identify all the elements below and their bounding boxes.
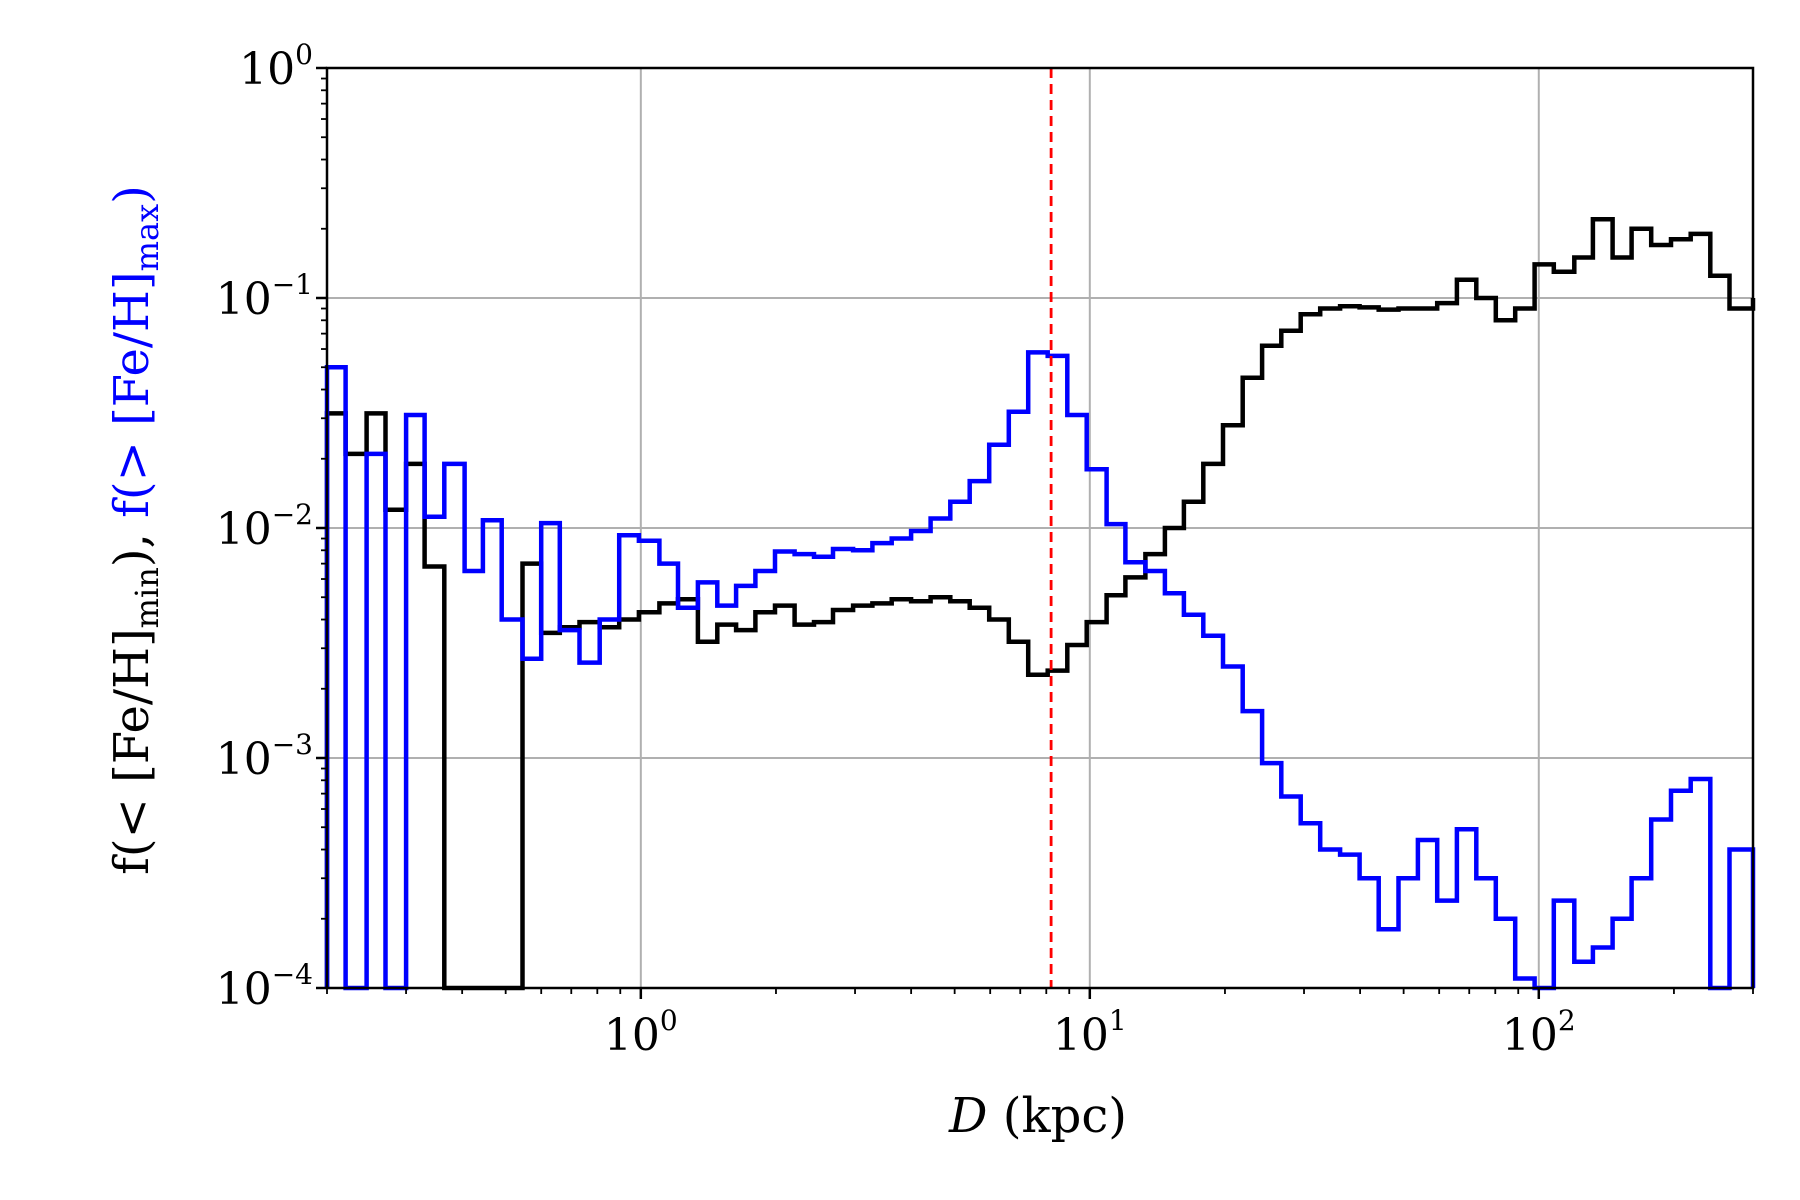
x-tick-label: 100 bbox=[604, 1004, 678, 1061]
tick-labels: 100 101 102 100 10−1 10−2 10−3 10−4 bbox=[216, 38, 1576, 1061]
y-tick-label: 10−2 bbox=[216, 498, 313, 555]
histogram-series-0 bbox=[324, 216, 1756, 991]
y-label-black-sub: min bbox=[128, 567, 166, 628]
tick-marks bbox=[316, 66, 1754, 999]
y-label-blue-sub: max bbox=[128, 204, 166, 271]
y-tick-label: 10−3 bbox=[216, 728, 313, 785]
histogram-series-1 bbox=[324, 350, 1756, 991]
y-label-black-pre: f(< [Fe/H] bbox=[104, 628, 160, 875]
x-tick-label: 101 bbox=[1053, 1004, 1127, 1061]
y-axis-label: f(< [Fe/H]min), f(> [Fe/H]max) bbox=[104, 185, 166, 875]
y-label-blue-post: ) bbox=[104, 185, 160, 204]
series-group bbox=[324, 216, 1756, 991]
y-label-black-post: ), bbox=[104, 518, 160, 567]
y-tick-label: 10−4 bbox=[216, 958, 313, 1015]
x-axis-label: D (kpc) bbox=[948, 1088, 1127, 1144]
x-tick-label: 102 bbox=[1502, 1004, 1576, 1061]
y-tick-label: 100 bbox=[239, 38, 313, 95]
y-label-blue-pre: f(> [Fe/H] bbox=[104, 271, 160, 518]
y-tick-label: 10−1 bbox=[216, 268, 313, 325]
